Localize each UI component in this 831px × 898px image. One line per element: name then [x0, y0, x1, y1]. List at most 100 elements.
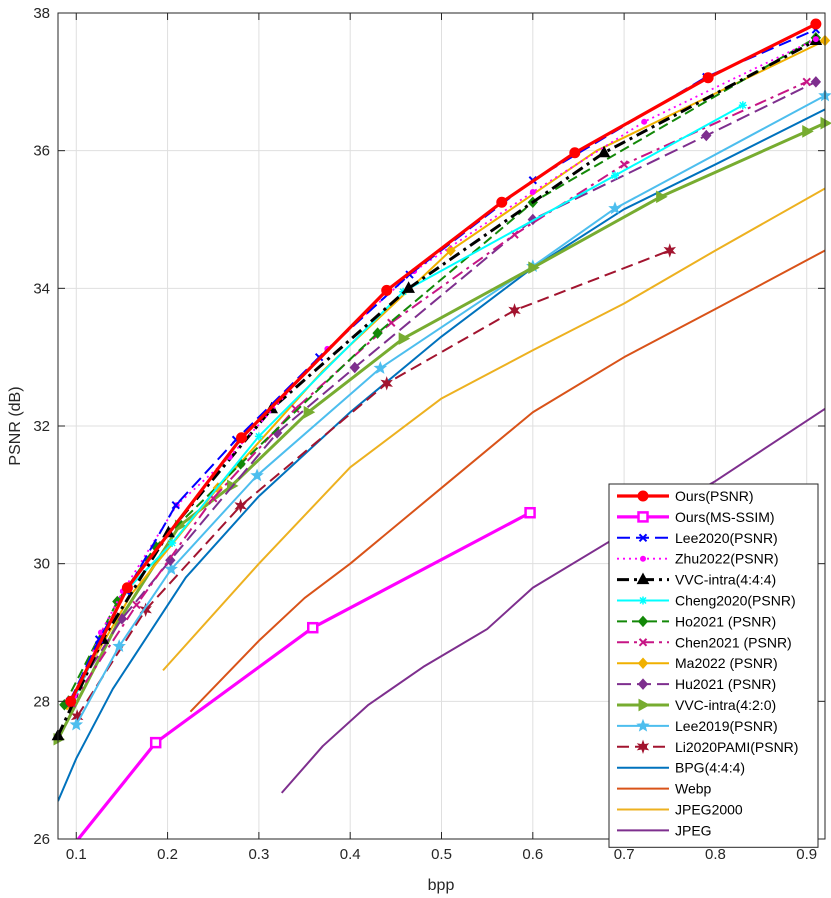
- data-point-marker: [663, 243, 677, 258]
- y-tick-label: 36: [33, 143, 50, 160]
- series-li2020pami-psnr: [70, 243, 677, 724]
- x-tick-label: 0.6: [522, 846, 543, 863]
- data-point-marker: [820, 116, 831, 130]
- legend-label: Webp: [675, 781, 712, 797]
- legend-item: Ma2022 (PSNR): [617, 655, 778, 671]
- data-point-marker: [608, 201, 622, 215]
- legend-item: VVC-intra(4:4:4): [617, 572, 776, 588]
- legend-label: BPG(4:4:4): [675, 760, 745, 776]
- x-axis-label: bpp: [428, 877, 455, 894]
- legend-label: Ho2021 (PSNR): [675, 613, 776, 629]
- legend-item: Ho2021 (PSNR): [617, 613, 776, 629]
- data-point-marker: [637, 615, 649, 628]
- data-point-marker: [637, 657, 649, 669]
- data-point-marker: [640, 555, 646, 562]
- data-point-marker: [637, 490, 649, 502]
- data-point-marker: [171, 500, 180, 510]
- data-point-marker: [701, 129, 712, 142]
- data-point-marker: [291, 404, 300, 413]
- series-line: [68, 80, 817, 702]
- data-point-marker: [65, 695, 77, 707]
- data-point-marker: [569, 147, 581, 159]
- data-point-marker: [638, 698, 651, 712]
- y-tick-label: 28: [33, 693, 50, 710]
- x-tick-label: 0.8: [705, 846, 726, 863]
- data-point-marker: [529, 188, 536, 195]
- series-line: [75, 94, 825, 726]
- y-tick-label: 30: [33, 556, 50, 573]
- legend-label: VVC-intra(4:4:4): [675, 572, 776, 588]
- legend-item: Cheng2020(PSNR): [617, 593, 796, 609]
- data-point-marker: [597, 145, 611, 158]
- x-tick-label: 0.2: [157, 846, 178, 863]
- data-point-marker: [802, 77, 811, 87]
- data-point-marker: [637, 678, 649, 690]
- legend-label: Zhu2022(PSNR): [675, 551, 779, 567]
- legend-label: Ours(MS-SSIM): [675, 509, 775, 525]
- data-point-marker: [802, 125, 814, 138]
- series-jpeg2000: [162, 187, 825, 672]
- data-point-marker: [234, 498, 247, 514]
- series-ours-psnr: [65, 18, 822, 707]
- data-point-marker: [637, 511, 649, 523]
- y-tick-label: 34: [33, 280, 50, 297]
- legend-item: JPEG2000: [617, 802, 743, 818]
- y-tick-label: 26: [33, 831, 50, 848]
- legend-item: JPEG: [617, 822, 712, 838]
- data-point-marker: [524, 506, 536, 519]
- legend-item: Zhu2022(PSNR): [617, 551, 779, 567]
- legend: Ours(PSNR) Ours(MS-SSIM) Lee2020(PSNR) Zhu2…: [608, 483, 819, 848]
- data-point-marker: [121, 582, 133, 594]
- data-point-marker: [69, 717, 84, 731]
- legend-item: VVC-intra(4:2:0): [617, 697, 776, 713]
- data-point-marker: [496, 196, 508, 208]
- data-point-marker: [641, 118, 648, 125]
- x-tick-label: 0.1: [66, 846, 87, 863]
- legend-label: Hu2021 (PSNR): [675, 676, 776, 692]
- data-point-marker: [702, 72, 714, 84]
- legend-label: Chen2021 (PSNR): [675, 634, 792, 650]
- legend-label: Ma2022 (PSNR): [675, 655, 778, 671]
- legend-item: Lee2019(PSNR): [617, 718, 778, 734]
- series-bpg-4-4-4: [58, 108, 825, 802]
- x-tick-label: 0.3: [248, 846, 269, 863]
- data-point-marker: [636, 739, 650, 755]
- data-point-marker: [738, 101, 747, 110]
- series-line: [69, 22, 817, 703]
- series-line: [76, 511, 531, 839]
- x-tick-label: 0.7: [614, 846, 635, 863]
- series-line: [189, 249, 825, 713]
- legend-item: Lee2020(PSNR): [617, 530, 778, 546]
- data-point-marker: [610, 171, 619, 180]
- data-point-marker: [349, 361, 360, 374]
- data-point-marker: [445, 244, 456, 257]
- data-point-marker: [307, 621, 319, 634]
- legend-label: JPEG2000: [675, 802, 743, 818]
- data-point-marker: [303, 405, 316, 419]
- series-webp: [189, 249, 825, 713]
- series-ours-ms-ssim: [76, 506, 536, 839]
- y-tick-label: 38: [33, 5, 50, 22]
- data-point-marker: [639, 596, 647, 605]
- legend-label: Lee2020(PSNR): [675, 530, 778, 546]
- data-point-marker: [810, 76, 822, 88]
- series-line: [58, 108, 825, 802]
- data-point-marker: [402, 281, 415, 293]
- legend-label: Li2020PAMI(PSNR): [675, 739, 798, 755]
- legend-item: Chen2021 (PSNR): [617, 634, 792, 650]
- data-point-marker: [636, 572, 650, 585]
- data-point-marker: [372, 327, 383, 339]
- x-tick-label: 0.5: [431, 846, 452, 863]
- data-point-marker: [508, 303, 521, 318]
- data-point-marker: [810, 18, 822, 30]
- y-tick-label: 32: [33, 418, 50, 435]
- data-point-marker: [149, 736, 162, 749]
- series-line: [73, 38, 817, 697]
- data-point-marker: [381, 284, 393, 296]
- data-point-marker: [812, 36, 819, 43]
- data-point-marker: [250, 468, 264, 482]
- data-point-marker: [168, 539, 177, 548]
- legend-label: JPEG: [675, 822, 712, 838]
- legend-label: VVC-intra(4:2:0): [675, 697, 776, 713]
